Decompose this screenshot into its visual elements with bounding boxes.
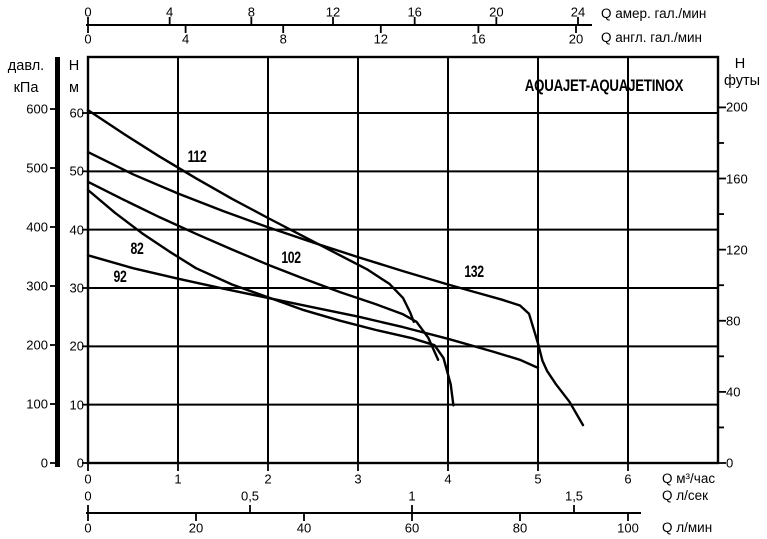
us-gpm-tick-label: 0 [84, 4, 92, 20]
imp-gpm-tick-label: 4 [181, 31, 190, 47]
lmin-axis-name: Q л/мин [662, 520, 713, 535]
curve-label-82: 82 [130, 239, 144, 258]
imp-gpm-tick-label: 8 [279, 31, 287, 47]
ls-tick-label: 1 [408, 488, 416, 504]
m3h-tick-label: 6 [624, 471, 632, 487]
imp-gpm-tick-label: 20 [568, 31, 584, 47]
ls-tick-label: 0,5 [240, 488, 260, 504]
m3h-tick-label: 5 [534, 471, 542, 487]
m3h-tick-label: 1 [174, 471, 182, 487]
curve-label-112: 112 [187, 147, 207, 166]
m3h-tick-label: 0 [84, 471, 92, 487]
kpa-tick-label: 0 [40, 455, 48, 471]
feet-axis-label-line2: футы [723, 72, 761, 89]
feet-tick-label: 160 [726, 171, 748, 187]
lmin-tick-label: 0 [84, 520, 92, 536]
lmin-tick-label: 20 [188, 520, 204, 536]
us-gpm-tick-label: 16 [407, 4, 422, 20]
head-axis-label-line2: м [69, 79, 79, 96]
lmin-tick-label: 60 [404, 520, 420, 536]
us-gpm-tick-label: 20 [489, 4, 504, 20]
head-m-tick-label: 60 [69, 105, 84, 121]
us-gpm-tick-label: 12 [325, 4, 341, 20]
feet-tick-label: 120 [726, 242, 748, 258]
plot-frame [86, 55, 720, 465]
m3h-tick-label: 3 [354, 471, 362, 487]
head-m-tick-label: 30 [69, 280, 84, 296]
imp-gpm-tick-label: 0 [84, 31, 92, 47]
kpa-tick-label: 300 [26, 278, 48, 294]
chart-title: AQUAJET-AQUAJETINOX [524, 76, 684, 95]
curve-132 [86, 150, 585, 427]
feet-tick-label: 200 [726, 99, 748, 115]
us-gpm-axis-name: Q амер. гал./мин [601, 6, 707, 21]
feet-tick-label: 0 [726, 455, 734, 471]
head-m-tick-label: 20 [69, 338, 84, 354]
curve-label-132: 132 [464, 262, 484, 281]
lmin-tick-label: 100 [617, 520, 639, 536]
us-gpm-tick-label: 24 [570, 4, 586, 20]
kpa-tick-label: 400 [26, 219, 48, 235]
curve-92 [86, 254, 540, 370]
curve-label-102: 102 [281, 248, 301, 267]
kpa-tick-label: 600 [26, 101, 48, 117]
curve-112 [86, 108, 415, 323]
m3h-axis-name: Q м³/час [662, 471, 716, 486]
curve-label-92: 92 [113, 267, 127, 286]
imp-gpm-tick-label: 12 [373, 31, 389, 47]
kpa-tick-label: 500 [26, 160, 48, 176]
us-gpm-tick-label: 8 [247, 4, 255, 20]
us-gpm-tick-label: 4 [166, 4, 174, 20]
lmin-tick-label: 80 [512, 520, 528, 536]
curve-82 [86, 188, 455, 407]
kpa-tick-label: 100 [26, 396, 48, 412]
feet-tick-label: 40 [726, 384, 741, 400]
pressure-axis-label-line2: кПа [13, 79, 39, 96]
imp-gpm-tick-label: 16 [471, 31, 486, 47]
ls-tick-label: 0 [84, 488, 92, 504]
head-m-tick-label: 40 [69, 222, 84, 238]
head-axis-label-line1: Н [68, 57, 80, 74]
head-m-tick-label: 50 [69, 163, 84, 179]
m3h-tick-label: 2 [264, 471, 272, 487]
head-m-tick-label: 0 [76, 455, 84, 471]
imp-gpm-axis-name: Q англ. гал./мин [601, 30, 703, 45]
curve-102 [86, 180, 440, 361]
kpa-tick-label: 200 [26, 337, 48, 353]
m3h-tick-label: 4 [444, 471, 452, 487]
feet-tick-label: 80 [726, 313, 741, 329]
head-m-tick-label: 10 [69, 397, 84, 413]
ls-axis-name: Q л/сек [662, 488, 709, 503]
ls-tick-label: 1,5 [564, 488, 584, 504]
pressure-axis-label-line1: давл. [7, 57, 45, 74]
lmin-tick-label: 40 [296, 520, 312, 536]
feet-axis-label-line1: Н [734, 55, 746, 72]
